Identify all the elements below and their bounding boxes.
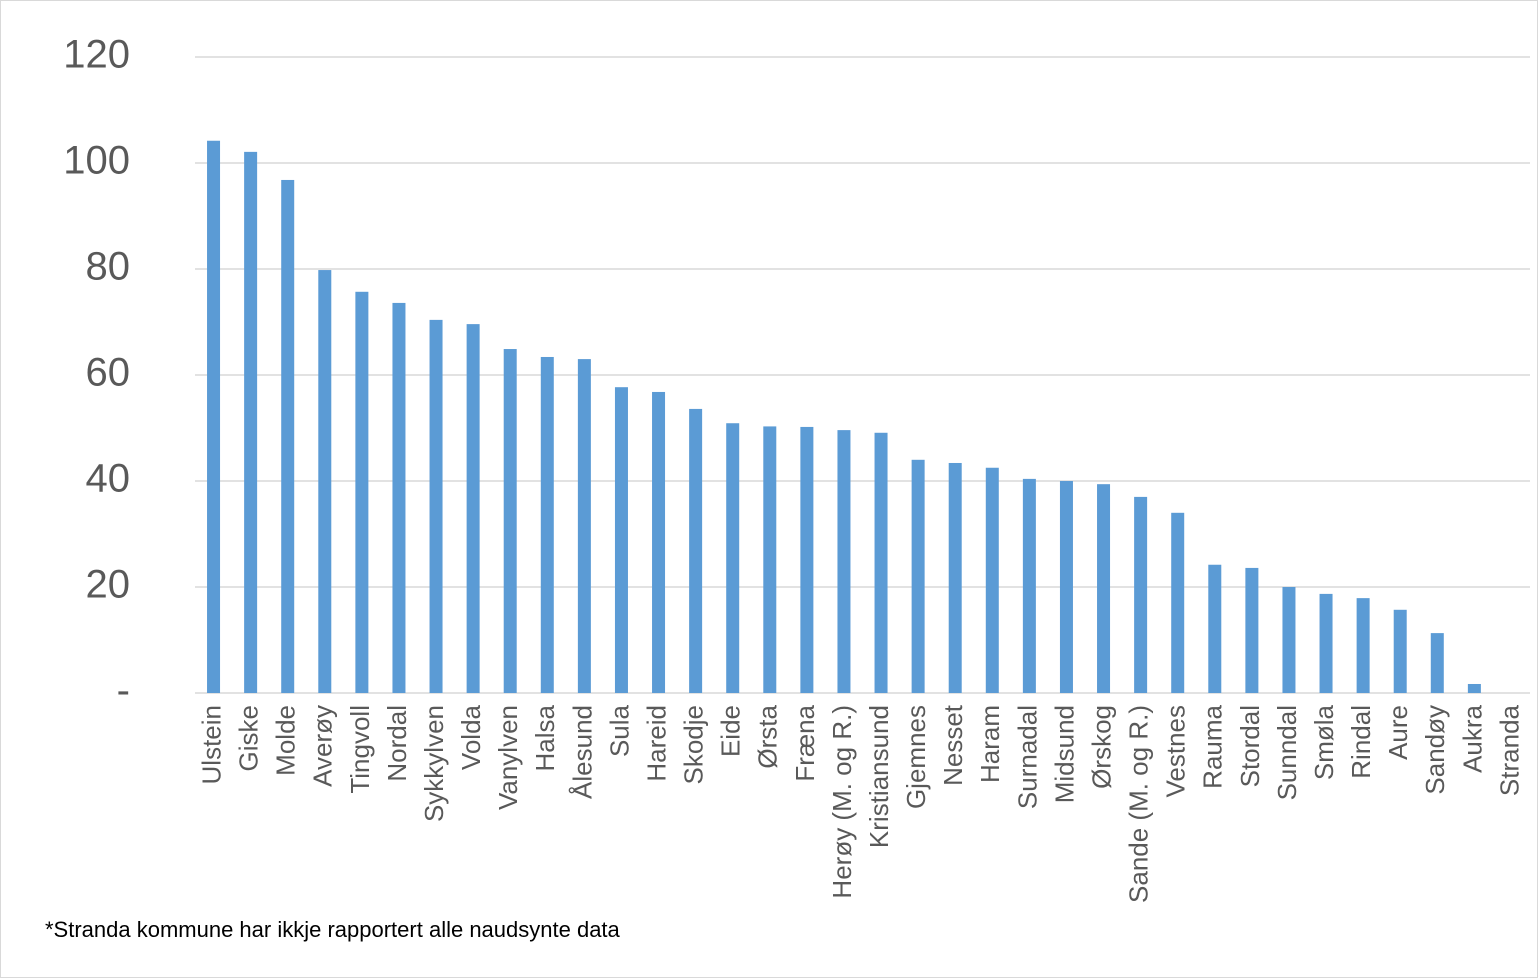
bar bbox=[763, 426, 777, 693]
bar bbox=[1245, 567, 1259, 693]
x-tick-label: Volda bbox=[456, 704, 486, 770]
y-tick-label: 120 bbox=[63, 33, 130, 77]
x-tick-label: Haram bbox=[975, 705, 1005, 783]
y-tick-label: 20 bbox=[86, 563, 131, 607]
bar bbox=[1059, 481, 1073, 693]
x-tick-label: Aure bbox=[1383, 705, 1413, 760]
bar bbox=[503, 349, 517, 693]
x-tick-label: Vestnes bbox=[1161, 705, 1191, 798]
bar bbox=[948, 462, 962, 693]
x-tick-label: Hareid bbox=[641, 705, 671, 782]
x-tick-label: Sykkylven bbox=[419, 705, 449, 822]
x-tick-label: Ørskog bbox=[1086, 705, 1116, 789]
x-tick-label: Surnadal bbox=[1012, 705, 1042, 809]
y-tick-label: 40 bbox=[86, 457, 131, 501]
bar bbox=[1208, 564, 1222, 693]
x-tick-label: Eide bbox=[716, 705, 746, 757]
bar bbox=[1356, 598, 1370, 693]
x-tick-label: Smøla bbox=[1309, 704, 1339, 780]
bar bbox=[689, 408, 703, 693]
bar bbox=[318, 270, 332, 693]
x-tick-label: Nordal bbox=[382, 705, 412, 782]
x-tick-label: Tingvoll bbox=[345, 705, 375, 794]
y-tick-label: 100 bbox=[63, 139, 130, 183]
x-tick-label: Rindal bbox=[1346, 705, 1376, 779]
bar bbox=[985, 467, 999, 693]
bar bbox=[874, 432, 888, 693]
bar bbox=[1171, 512, 1185, 693]
x-tick-label: Sunndal bbox=[1272, 705, 1302, 800]
x-tick-label: Kristiansund bbox=[864, 705, 894, 848]
bar bbox=[1467, 683, 1481, 693]
x-tick-label: Ulstein bbox=[196, 705, 226, 784]
bar bbox=[577, 359, 591, 693]
x-tick-label: Halsa bbox=[530, 704, 560, 771]
x-tick-label: Rauma bbox=[1198, 704, 1228, 788]
bar bbox=[1282, 587, 1296, 693]
x-tick-label: Molde bbox=[271, 705, 301, 776]
bar bbox=[355, 291, 369, 693]
footnote: *Stranda kommune har ikkje rapportert al… bbox=[45, 917, 621, 942]
x-tick-label: Stordal bbox=[1235, 705, 1265, 787]
y-tick-label: 60 bbox=[86, 351, 131, 395]
x-tick-label: Sandøy bbox=[1420, 705, 1450, 795]
x-tick-label: Sula bbox=[604, 704, 634, 757]
y-tick-label: - bbox=[117, 669, 130, 713]
bar bbox=[244, 151, 258, 693]
bar bbox=[281, 179, 295, 693]
x-tick-label: Giske bbox=[234, 705, 264, 771]
x-tick-label: Midsund bbox=[1049, 705, 1079, 803]
bar bbox=[1393, 609, 1407, 693]
bar bbox=[614, 387, 628, 693]
x-tick-label: Ålesund bbox=[567, 705, 597, 799]
x-tick-label: Ørsta bbox=[753, 704, 783, 768]
bar bbox=[1430, 633, 1444, 693]
bar bbox=[837, 430, 851, 693]
x-tick-label: Aukra bbox=[1457, 704, 1487, 772]
x-tick-label: Nesset bbox=[938, 704, 968, 786]
bar bbox=[800, 426, 814, 693]
bar bbox=[1022, 478, 1036, 693]
bar bbox=[1097, 484, 1111, 693]
x-tick-label: Fræna bbox=[790, 704, 820, 781]
x-tick-label: Skodje bbox=[679, 705, 709, 785]
x-tick-label: Averøy bbox=[308, 705, 338, 787]
bar bbox=[429, 319, 443, 693]
bar bbox=[466, 324, 480, 693]
bar bbox=[726, 423, 740, 693]
bar bbox=[652, 391, 666, 693]
x-tick-label: Gjemnes bbox=[901, 705, 931, 809]
x-tick-label: Herøy (M. og R.) bbox=[827, 705, 857, 899]
bar bbox=[911, 459, 925, 693]
bar bbox=[1319, 593, 1333, 693]
bar bbox=[540, 356, 554, 693]
bar bbox=[392, 302, 406, 693]
x-tick-label: Stranda bbox=[1494, 704, 1524, 796]
bar bbox=[207, 140, 221, 694]
x-tick-label: Vanylven bbox=[493, 705, 523, 810]
x-tick-label: Sande (M. og R.) bbox=[1124, 705, 1154, 903]
bar bbox=[1134, 496, 1148, 693]
y-tick-label: 80 bbox=[86, 245, 131, 289]
